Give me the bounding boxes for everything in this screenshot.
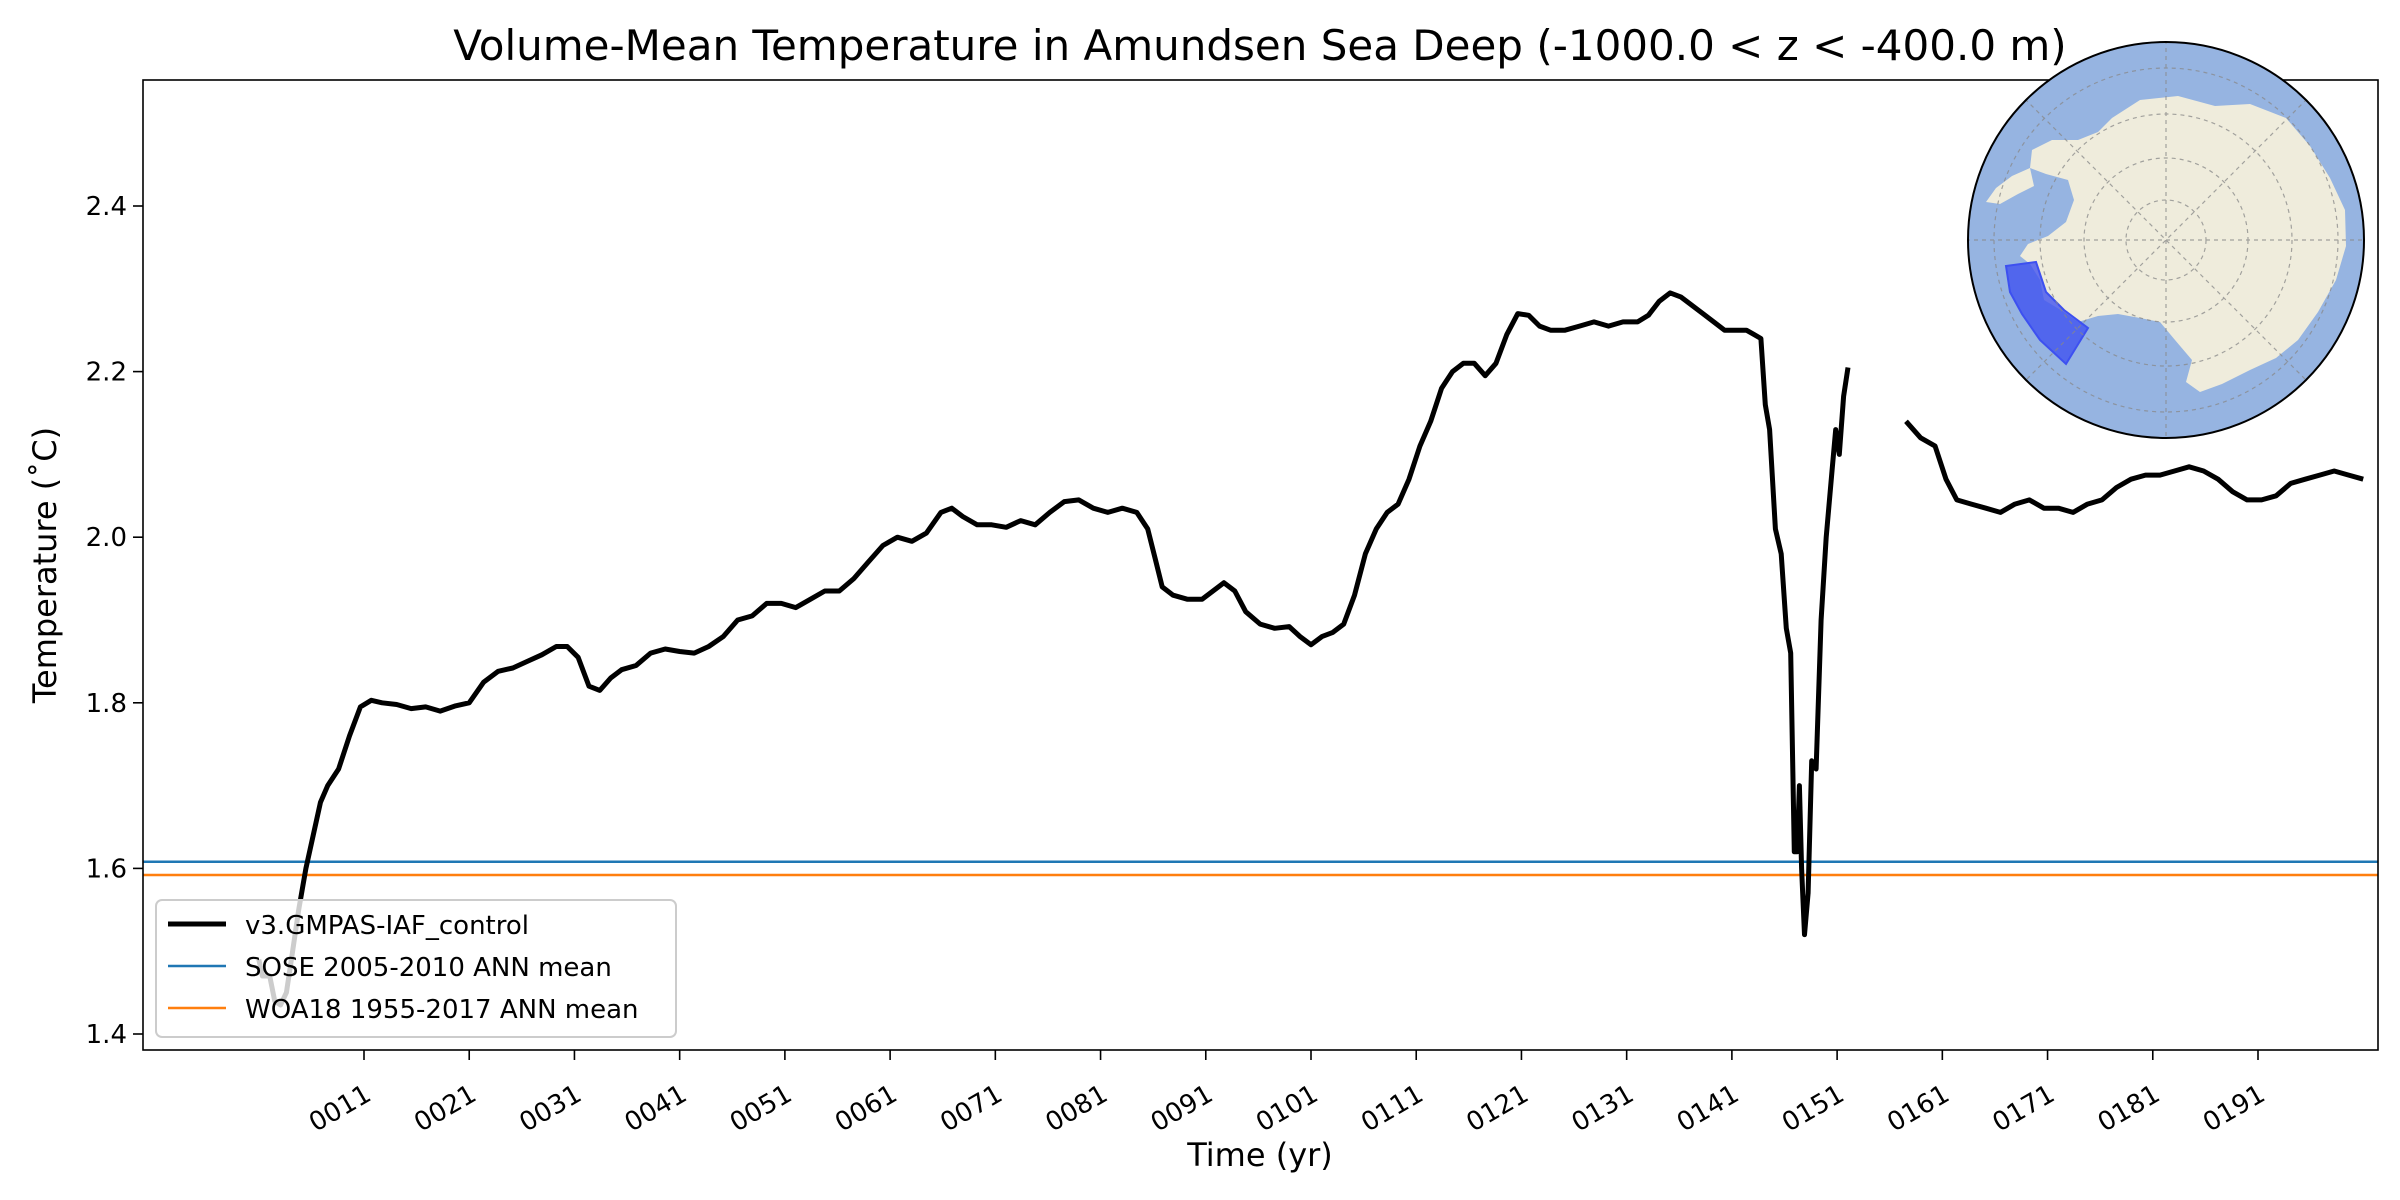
inset-peninsula — [1986, 168, 2034, 204]
legend-label-sose: SOSE 2005-2010 ANN mean — [245, 953, 612, 983]
antarctica-inset-map — [1967, 41, 2365, 439]
data-lines-layer — [143, 290, 2378, 1008]
inset-graticule — [1968, 42, 2364, 438]
legend-label-model: v3.GMPAS-IAF_control — [245, 911, 529, 941]
y-tick-label: 2.4 — [86, 192, 127, 222]
model-temperature-line — [256, 290, 1851, 1008]
y-tick-label: 2.2 — [86, 358, 127, 388]
model-temperature-line-continuation — [1904, 419, 2364, 515]
y-tick-label: 1.8 — [86, 689, 127, 719]
legend: v3.GMPAS-IAF_control SOSE 2005-2010 ANN … — [155, 899, 677, 1038]
inset-antarctica-land — [2020, 96, 2346, 392]
x-axis-label: Time (yr) — [1186, 1136, 1333, 1174]
chart-title: Volume-Mean Temperature in Amundsen Sea … — [453, 21, 2066, 70]
legend-label-woa: WOA18 1955-2017 ANN mean — [245, 995, 639, 1025]
y-tick-label: 1.4 — [86, 1020, 127, 1050]
plot-frame — [142, 79, 2379, 1051]
y-tick-label: 1.6 — [86, 854, 127, 884]
y-tick-label: 2.0 — [86, 523, 127, 553]
y-axis-ticks: 1.4 1.6 1.8 2.0 2.2 2.4 — [86, 192, 143, 1050]
inset-border — [1967, 41, 2365, 439]
legend-box — [155, 899, 677, 1038]
y-axis-label: Temperature (˚C) — [26, 427, 64, 704]
